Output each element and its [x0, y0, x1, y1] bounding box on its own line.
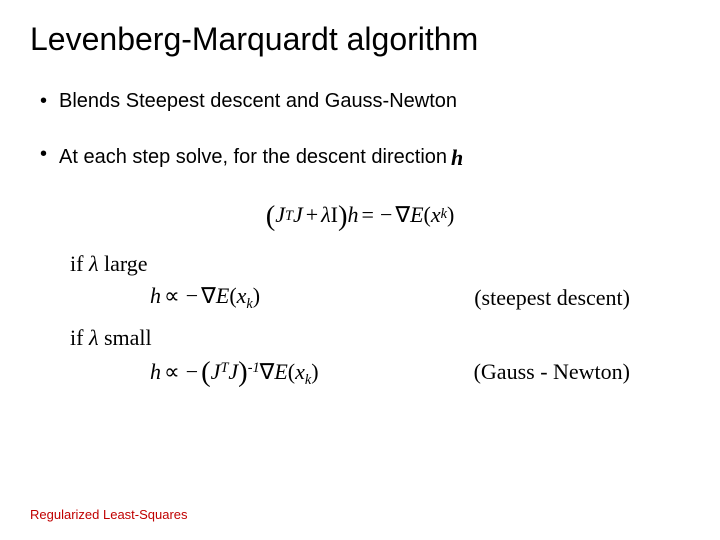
c-k: k	[246, 296, 252, 312]
eq-J: J	[275, 202, 285, 228]
c-bpo: (	[201, 357, 211, 388]
eq-neg: −	[377, 202, 395, 228]
bullet-text: Blends Steepest descent and Gauss-Newton	[59, 88, 690, 115]
eq-paren-close: )	[338, 201, 348, 233]
bullet-item: • Blends Steepest descent and Gauss-Newt…	[40, 88, 690, 115]
bullet-dot-icon: •	[40, 88, 47, 115]
c-x: x	[295, 359, 305, 384]
c-h: h	[150, 283, 161, 308]
case-condition: if λ large	[70, 251, 690, 277]
bullet-text: At each step solve, for the descent dire…	[59, 141, 690, 171]
eq-lambda: λ	[321, 202, 331, 228]
c-neg: −	[183, 283, 201, 308]
inline-symbol-h: h	[447, 145, 463, 170]
c-nabla: ∇	[201, 283, 216, 308]
bullet-dot-icon: •	[40, 141, 47, 168]
c-prop: ∝	[161, 359, 183, 384]
eq-E: E	[410, 202, 423, 228]
cond-if: if	[70, 251, 89, 276]
case-condition: if λ small	[70, 325, 690, 351]
c-k: k	[305, 372, 311, 388]
c-inv: -1	[248, 360, 260, 376]
case-row: h∝−∇E(xk) (steepest descent)	[150, 281, 630, 315]
c-po: (	[288, 359, 295, 384]
c-E: E	[216, 283, 229, 308]
eq-equals: =	[359, 202, 377, 228]
main-equation: (JTJ+λI)h=−∇E(xk)	[30, 197, 690, 233]
c-h: h	[150, 359, 161, 384]
cond-if: if	[70, 325, 89, 350]
eq-x: x	[431, 202, 441, 228]
case-expr: h∝−(JTJ)-1∇E(xk)	[150, 355, 319, 389]
c-bpc: )	[238, 357, 248, 388]
case-expr: h∝−∇E(xk)	[150, 283, 260, 313]
bullet-item: • At each step solve, for the descent di…	[40, 141, 690, 171]
eq-plus: +	[303, 202, 321, 228]
eq-J2: J	[293, 202, 303, 228]
c-x: x	[237, 283, 247, 308]
eq-sub-k: k	[441, 206, 447, 223]
eq-pc: )	[447, 202, 454, 228]
eq-nabla: ∇	[395, 202, 410, 228]
c-prop: ∝	[161, 283, 183, 308]
case-label: (Gauss - Newton)	[474, 359, 630, 385]
eq-paren-open: (	[266, 201, 276, 233]
c-neg: −	[183, 359, 201, 384]
case-row: h∝−(JTJ)-1∇E(xk) (Gauss - Newton)	[150, 355, 630, 389]
c-po: (	[229, 283, 236, 308]
slide: Levenberg-Marquardt algorithm • Blends S…	[0, 0, 720, 540]
c-J: J	[211, 359, 221, 384]
bullet-text-inner: At each step solve, for the descent dire…	[59, 146, 447, 168]
c-J2: J	[228, 359, 238, 384]
c-nabla: ∇	[260, 359, 275, 384]
cond-rest: small	[98, 325, 151, 350]
case-label: (steepest descent)	[474, 285, 630, 311]
eq-h: h	[348, 202, 359, 228]
eq-I: I	[331, 202, 338, 228]
slide-title: Levenberg-Marquardt algorithm	[30, 20, 690, 58]
cond-rest: large	[98, 251, 147, 276]
footer-text: Regularized Least-Squares	[30, 507, 188, 522]
c-pc: )	[311, 359, 318, 384]
c-pc: )	[253, 283, 260, 308]
eq-po: (	[424, 202, 431, 228]
c-E: E	[274, 359, 287, 384]
c-T: T	[220, 360, 228, 376]
eq-sup-T: T	[285, 208, 293, 225]
